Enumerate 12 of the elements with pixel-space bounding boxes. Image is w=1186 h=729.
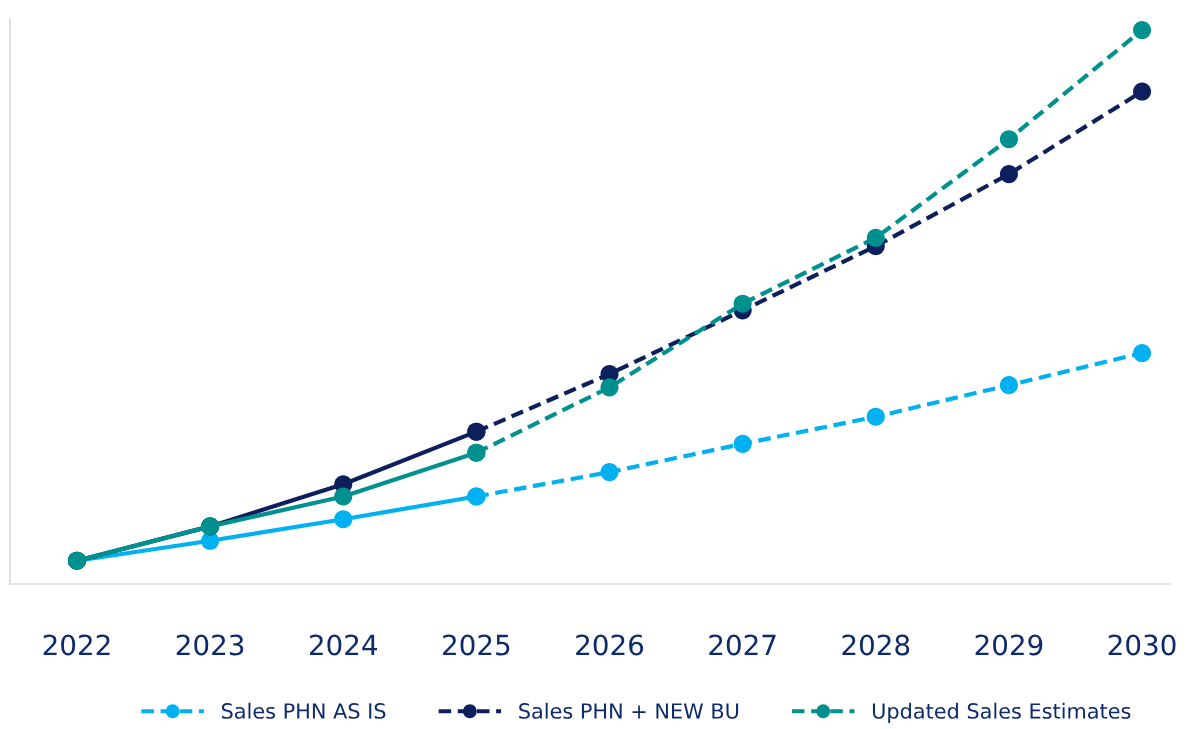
x-tick-label: 2022 [43, 634, 110, 656]
x-tick-label: 2028 [842, 634, 910, 656]
x-tick-label: 2029 [975, 634, 1043, 656]
x-tick-label: 2025 [443, 634, 510, 656]
x-tick-label: 2023 [176, 634, 244, 656]
x-tick-label: 2024 [309, 634, 378, 656]
x-tick-label: 2026 [576, 634, 644, 656]
x-tick-label: 2027 [709, 634, 776, 656]
x-tick-label: 2030 [1108, 634, 1176, 656]
legend-label: Updated Sales Estimates [872, 702, 1131, 723]
legend-label: Sales PHN AS IS [221, 702, 386, 719]
legend-label: Sales PHN + NEW BU [519, 702, 739, 719]
